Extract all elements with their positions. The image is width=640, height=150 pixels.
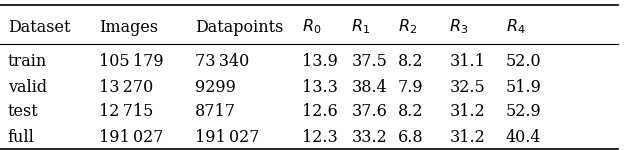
Text: 52.0: 52.0 <box>506 53 541 70</box>
Text: 31.2: 31.2 <box>449 129 485 146</box>
Text: 105 179: 105 179 <box>99 53 164 70</box>
Text: 6.8: 6.8 <box>398 129 424 146</box>
Text: 37.5: 37.5 <box>351 53 387 70</box>
Text: 8.2: 8.2 <box>398 53 424 70</box>
Text: Dataset: Dataset <box>8 18 70 36</box>
Text: 38.4: 38.4 <box>351 78 387 96</box>
Text: 32.5: 32.5 <box>449 78 485 96</box>
Text: 191 027: 191 027 <box>99 129 164 146</box>
Text: 13.3: 13.3 <box>302 78 338 96</box>
Text: 13 270: 13 270 <box>99 78 154 96</box>
Text: train: train <box>8 53 47 70</box>
Text: 12 715: 12 715 <box>99 103 154 120</box>
Text: 13.9: 13.9 <box>302 53 338 70</box>
Text: $R_3$: $R_3$ <box>449 18 468 36</box>
Text: 12.6: 12.6 <box>302 103 338 120</box>
Text: test: test <box>8 103 38 120</box>
Text: $R_0$: $R_0$ <box>302 18 321 36</box>
Text: 31.2: 31.2 <box>449 103 485 120</box>
Text: 9299: 9299 <box>195 78 236 96</box>
Text: $R_2$: $R_2$ <box>398 18 417 36</box>
Text: 37.6: 37.6 <box>351 103 387 120</box>
Text: $R_1$: $R_1$ <box>351 18 371 36</box>
Text: 40.4: 40.4 <box>506 129 541 146</box>
Text: 8.2: 8.2 <box>398 103 424 120</box>
Text: 191 027: 191 027 <box>195 129 260 146</box>
Text: Datapoints: Datapoints <box>195 18 284 36</box>
Text: 73 340: 73 340 <box>195 53 250 70</box>
Text: 7.9: 7.9 <box>398 78 424 96</box>
Text: full: full <box>8 129 35 146</box>
Text: 12.3: 12.3 <box>302 129 338 146</box>
Text: 33.2: 33.2 <box>351 129 387 146</box>
Text: Images: Images <box>99 18 158 36</box>
Text: valid: valid <box>8 78 47 96</box>
Text: $R_4$: $R_4$ <box>506 18 525 36</box>
Text: 31.1: 31.1 <box>449 53 485 70</box>
Text: 51.9: 51.9 <box>506 78 541 96</box>
Text: 52.9: 52.9 <box>506 103 541 120</box>
Text: 8717: 8717 <box>195 103 236 120</box>
